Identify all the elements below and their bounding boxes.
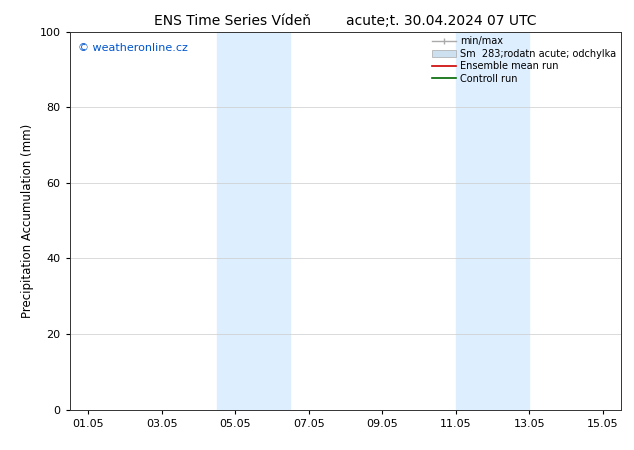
- Text: © weatheronline.cz: © weatheronline.cz: [78, 43, 188, 53]
- Legend: min/max, Sm  283;rodatn acute; odchylka, Ensemble mean run, Controll run: min/max, Sm 283;rodatn acute; odchylka, …: [430, 34, 618, 86]
- Bar: [456, 32, 529, 410]
- Title: ENS Time Series Vídeň        acute;t. 30.04.2024 07 UTC: ENS Time Series Vídeň acute;t. 30.04.202…: [154, 14, 537, 27]
- Bar: [217, 32, 290, 410]
- Y-axis label: Precipitation Accumulation (mm): Precipitation Accumulation (mm): [21, 123, 34, 318]
